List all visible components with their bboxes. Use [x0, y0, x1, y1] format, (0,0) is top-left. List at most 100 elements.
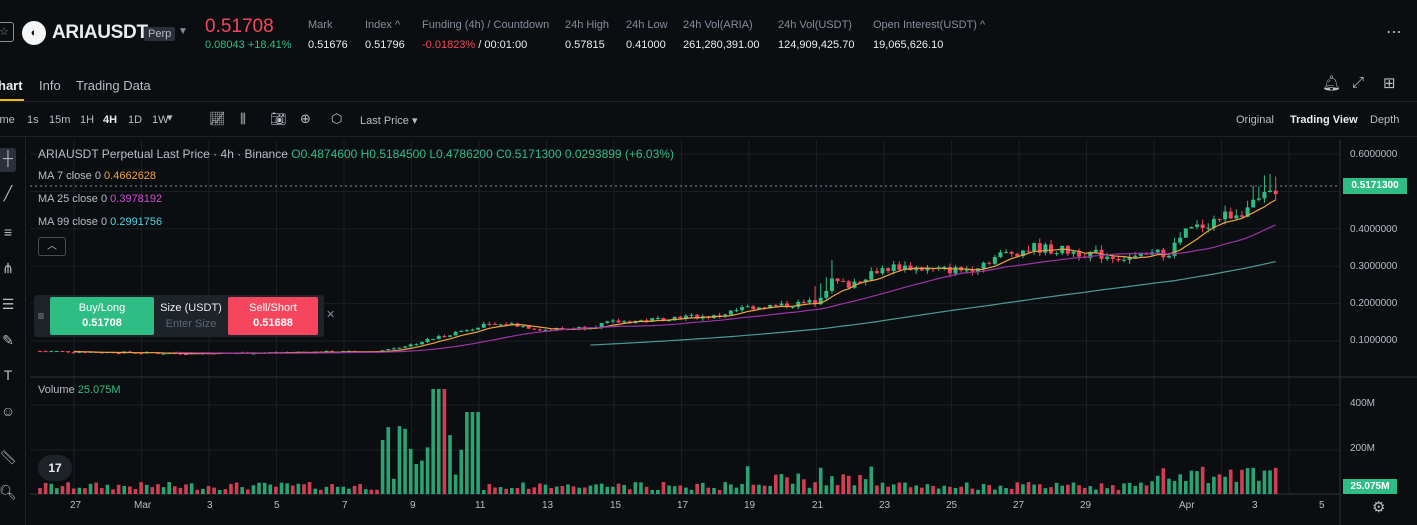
interval-4h[interactable]: 4H — [103, 114, 118, 126]
tab-trading-data[interactable]: Trading Data — [76, 78, 151, 93]
candle-body — [476, 327, 481, 330]
x-tick: 7 — [342, 500, 348, 511]
volume-bar — [161, 487, 166, 494]
close-widget-icon[interactable]: ✕ — [326, 309, 336, 321]
text-tool-icon[interactable]: T — [3, 367, 13, 383]
expand-fullscreen-icon[interactable]: ⤢ — [1352, 74, 1365, 91]
stat-value-24h-vol-usdt: 124,909,425.70 — [778, 39, 855, 51]
interval-1d[interactable]: 1D — [128, 114, 143, 126]
emoji-tool-icon[interactable]: ☺ — [0, 403, 16, 419]
chart-settings-gear-icon[interactable]: ⚙ — [1372, 499, 1386, 516]
candle-body — [987, 262, 992, 264]
candle-body — [717, 315, 722, 317]
candle-body — [54, 351, 59, 353]
brush-tool-icon[interactable]: ✎ — [2, 332, 14, 348]
crosshair-tool-icon[interactable]: ┼ — [3, 150, 13, 166]
candle-body — [981, 262, 986, 269]
layout-grid-icon[interactable]: ⊞ — [1383, 75, 1396, 92]
horizontal-lines-tool-icon[interactable]: ≡ — [3, 224, 13, 240]
open-interest-info-icon: ^ — [979, 19, 986, 31]
candle-body — [1251, 199, 1256, 208]
zoom-tool-icon[interactable]: 🔍︎ — [0, 484, 17, 500]
interval-15m[interactable]: 15m — [49, 114, 71, 126]
candle-body — [155, 352, 160, 354]
symbol-name[interactable]: ARIAUSDT — [52, 22, 148, 43]
candle-body — [745, 306, 750, 308]
volume-bar — [953, 487, 958, 494]
stat-label-index[interactable]: Index ^ — [365, 19, 401, 31]
volume-bar — [420, 460, 424, 494]
ohlc-high: H0.5184500 — [360, 147, 427, 161]
x-tick: 19 — [744, 500, 756, 511]
buy-long-button[interactable]: Buy/Long 0.51708 — [50, 297, 154, 335]
view-original[interactable]: Original — [1236, 114, 1274, 126]
sell-short-button[interactable]: Sell/Short 0.51688 — [228, 297, 318, 335]
symbol-dropdown-chevron-down-icon[interactable]: ▼ — [178, 26, 188, 37]
candle-body — [481, 323, 486, 328]
x-tick: 5 — [1319, 500, 1325, 511]
interval-1w[interactable]: 1W — [152, 114, 169, 126]
ticker-header: ☆ ◐ ARIAUSDT Perp ▼ 0.51708 0.08043 +18.… — [0, 0, 1417, 68]
view-trading-view[interactable]: Trading View — [1290, 114, 1358, 126]
price-source-select[interactable]: Last Price ▾ — [360, 115, 418, 127]
volume-tag: 25.075M — [1343, 479, 1397, 494]
collapse-legend-chevron-up-icon[interactable]: ︿ — [38, 237, 66, 256]
volume-bar — [841, 474, 845, 494]
trendline-tool-icon[interactable]: ╱ — [3, 185, 13, 201]
view-depth[interactable]: Depth — [1370, 114, 1400, 126]
candle-body — [801, 301, 806, 303]
stat-label-open-interest[interactable]: Open Interest(USDT) ^ — [873, 19, 986, 31]
volume-bar — [436, 389, 441, 494]
volume-bar — [1037, 484, 1042, 494]
screenshot-camera-icon[interactable]: 📷︎ — [270, 111, 287, 126]
volume-bar — [212, 487, 216, 494]
volume-bar — [661, 482, 666, 494]
candle-body — [419, 342, 424, 345]
candle-body — [886, 268, 891, 271]
tradingview-logo[interactable]: 17 — [38, 455, 72, 481]
candle-body — [1178, 237, 1183, 243]
candle-body — [807, 300, 812, 303]
ruler-tool-icon[interactable]: 📏︎ — [0, 449, 17, 465]
candle-body — [622, 321, 627, 323]
volume-tick-400m: 400M — [1350, 398, 1376, 409]
interval-dropdown-chevron-down-icon[interactable]: ▾ — [167, 112, 173, 124]
candle-body — [139, 353, 144, 355]
fib-tool-icon[interactable]: ☰ — [1, 296, 15, 312]
chart-title: ARIAUSDT Perpetual Last Price · 4h · Bin… — [38, 147, 288, 161]
indicators-chart-icon[interactable]: 📈︎ — [209, 111, 226, 126]
stat-label-24h-high: 24h High — [565, 19, 610, 31]
settings-hex-icon[interactable]: ⬡ — [331, 111, 343, 126]
stat-label-mark: Mark — [308, 19, 333, 31]
volume-bar — [538, 483, 542, 494]
interval-1s[interactable]: 1s — [27, 114, 39, 126]
tab-chart[interactable]: hart — [0, 78, 23, 93]
more-options-icon[interactable]: ⋯ — [1386, 24, 1403, 41]
volume-tick-200m: 200M — [1350, 443, 1376, 454]
candle-body — [1195, 224, 1200, 228]
volume-bar — [262, 482, 267, 494]
stat-label-funding: Funding (4h) / Countdown — [422, 19, 550, 31]
interval-1h[interactable]: 1H — [80, 114, 95, 126]
volume-bar — [1184, 481, 1188, 494]
alert-bell-icon[interactable]: 🔔︎ — [1322, 75, 1342, 92]
x-tick: 29 — [1080, 500, 1092, 511]
drag-handle-icon[interactable]: ≡ — [37, 309, 45, 323]
candle-body — [824, 290, 829, 298]
favorite-star-icon[interactable]: ☆ — [0, 22, 14, 42]
pitchfork-tool-icon[interactable]: ⋔ — [2, 260, 14, 276]
add-crosshair-icon[interactable]: ⊕ — [300, 111, 311, 126]
volume-bar — [740, 484, 744, 494]
volume-bar — [1094, 489, 1098, 494]
volume-bar — [1167, 478, 1171, 494]
candle-body — [616, 320, 621, 323]
size-input[interactable] — [154, 317, 228, 331]
volume-bar — [1206, 483, 1211, 494]
active-tab-underline — [0, 99, 24, 101]
tab-info[interactable]: Info — [39, 78, 61, 93]
last-price: 0.51708 — [205, 16, 274, 37]
volume-bar — [717, 489, 722, 494]
volume-bar — [307, 482, 312, 494]
candle-type-icon[interactable]: ⫼ — [240, 111, 246, 126]
